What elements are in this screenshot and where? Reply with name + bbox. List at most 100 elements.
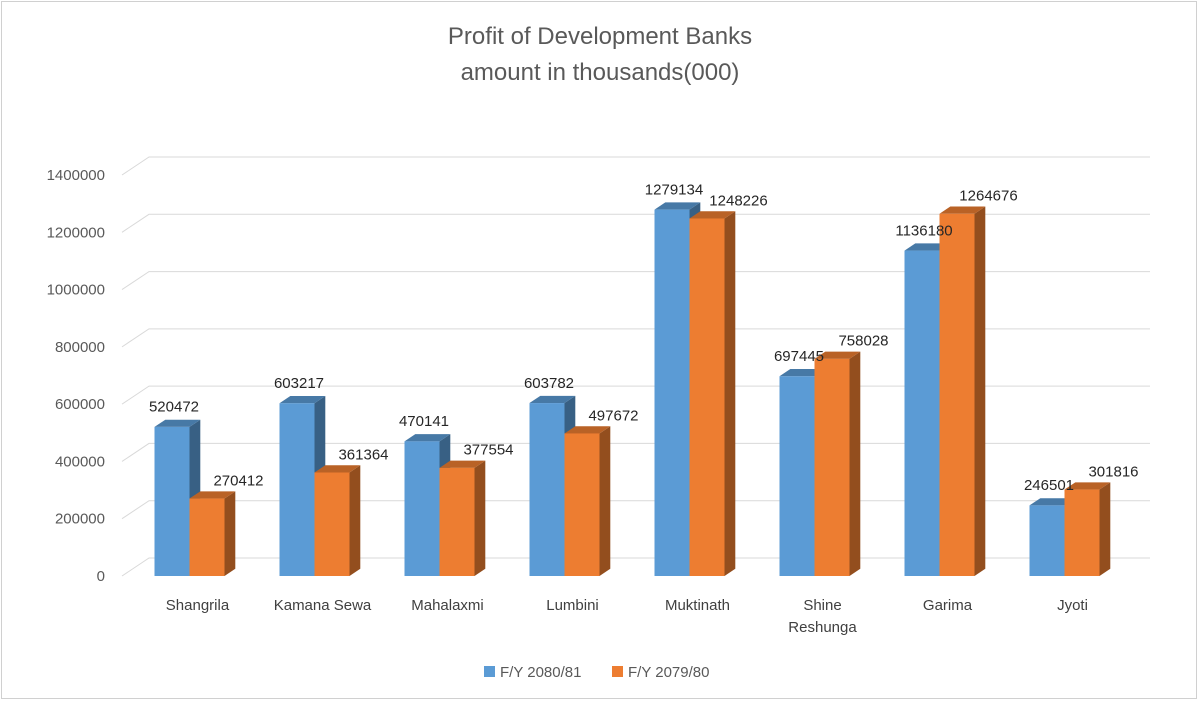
bar-top <box>939 206 986 214</box>
x-category-label: Lumbini <box>546 597 599 614</box>
bar-top <box>404 434 451 442</box>
x-category-label: Shine Reshunga <box>788 597 857 636</box>
gridline <box>121 156 1150 176</box>
x-category-label: Muktinath <box>665 597 730 614</box>
bar-muktinath-fy-2079-80 <box>689 211 736 577</box>
data-label: 520472 <box>149 399 199 416</box>
gridlines <box>121 156 1150 577</box>
y-tick-label: 200000 <box>55 511 105 528</box>
bar-front <box>154 426 190 576</box>
legend-label: F/Y 2080/81 <box>500 664 581 681</box>
x-category-label: Kamana Sewa <box>274 597 372 614</box>
y-tick-label: 800000 <box>55 339 105 356</box>
bar-side <box>724 211 736 577</box>
chart-title: Profit of Development Banks <box>448 23 752 50</box>
data-label: 361364 <box>338 446 388 463</box>
bar-top <box>564 426 611 434</box>
data-label: 377554 <box>463 442 513 459</box>
data-label: 1136180 <box>895 222 952 239</box>
data-label: 758028 <box>838 333 888 350</box>
bar-top <box>189 491 236 499</box>
gridline <box>121 557 1150 577</box>
x-category-label: Jyoti <box>1057 597 1088 614</box>
bar-top <box>279 396 326 404</box>
bar-front <box>654 209 690 576</box>
legend-swatch <box>612 666 623 677</box>
bar-front <box>314 472 350 576</box>
bar-front <box>439 467 475 576</box>
legend-swatch <box>484 666 495 677</box>
legend: F/Y 2080/81 F/Y 2079/80 <box>484 664 709 681</box>
bar-lumbini-fy-2079-80 <box>564 426 611 576</box>
data-label: 301816 <box>1088 463 1138 480</box>
bar-front <box>279 403 315 576</box>
bar-side <box>224 491 236 576</box>
y-axis-ticks: 0 200000 400000 600000 800000 1000000 1200000 1… <box>47 167 105 585</box>
bar-front <box>1029 505 1065 576</box>
data-label: 603217 <box>274 375 324 392</box>
data-label: 1264676 <box>959 188 1017 205</box>
bar-side <box>974 206 986 576</box>
data-label: 470141 <box>399 413 449 430</box>
bar-top <box>654 202 701 210</box>
bar-front <box>404 441 440 576</box>
bar-shine-reshunga-fy-2079-80 <box>814 351 861 576</box>
bar-kamana-sewa-fy-2079-80 <box>314 465 361 576</box>
data-labels: 520472 270412 603217 361364 470141 377554 6037… <box>149 181 1139 494</box>
y-tick-label: 1200000 <box>47 224 105 241</box>
bars <box>154 202 1111 577</box>
bar-top <box>529 395 576 404</box>
y-tick-label: 0 <box>97 568 105 585</box>
gridline <box>121 500 1150 520</box>
bar-top <box>154 419 201 427</box>
bar-front <box>1064 489 1100 576</box>
data-label: 270412 <box>213 472 263 489</box>
bar-front <box>779 376 815 576</box>
bar-front <box>904 250 940 576</box>
bar-side <box>849 351 861 576</box>
data-label: 697445 <box>774 348 824 365</box>
y-tick-label: 600000 <box>55 396 105 413</box>
bar-top <box>689 211 736 219</box>
y-tick-label: 400000 <box>55 453 105 470</box>
bar-front <box>814 358 850 576</box>
data-label: 1248226 <box>709 192 767 209</box>
y-tick-label: 1000000 <box>47 282 105 299</box>
x-category-label: Shangrila <box>166 597 230 614</box>
gridline <box>121 213 1150 233</box>
bar-top <box>314 465 361 473</box>
bar-top <box>814 351 861 359</box>
bar-side <box>1099 482 1111 576</box>
x-axis-categories: Shangrila Kamana Sewa Mahalaxmi Lumbini Mukt… <box>166 597 1088 636</box>
bar-front <box>529 403 565 576</box>
bar-jyoti-fy-2079-80 <box>1064 482 1111 576</box>
bar-front <box>564 433 600 576</box>
bar-top <box>439 460 486 468</box>
data-label: 603782 <box>524 375 574 392</box>
bar-top <box>1029 498 1076 506</box>
bar-front <box>189 498 225 576</box>
gridline <box>121 271 1150 290</box>
bar-top <box>904 243 951 251</box>
bar-side <box>599 426 611 576</box>
bar-side <box>349 465 361 576</box>
bar-shangrila-fy-2079-80 <box>189 491 236 576</box>
data-label: 246501 <box>1024 477 1074 494</box>
x-category-label: Mahalaxmi <box>411 597 484 614</box>
bar-side <box>474 460 486 576</box>
bar-front <box>689 218 725 576</box>
data-label: 497672 <box>588 407 638 424</box>
bar-mahalaxmi-fy-2079-80 <box>439 460 486 576</box>
bar-top <box>1064 482 1111 490</box>
bar-front <box>939 213 975 576</box>
data-label: 1279134 <box>645 181 703 198</box>
bar-top <box>779 369 826 377</box>
bar-garima-fy-2079-80 <box>939 206 986 576</box>
gridline <box>121 328 1150 348</box>
y-tick-label: 1400000 <box>47 167 105 184</box>
x-category-label: Garima <box>923 597 973 614</box>
gridline <box>121 442 1150 462</box>
legend-label: F/Y 2079/80 <box>628 664 709 681</box>
